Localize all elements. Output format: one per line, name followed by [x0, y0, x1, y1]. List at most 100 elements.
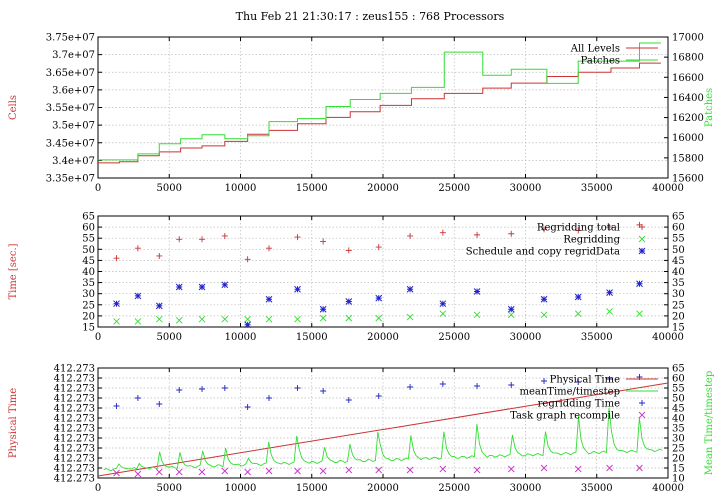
data-point — [134, 292, 142, 300]
x-tick-label: 0 — [95, 483, 101, 494]
series-line-patches — [98, 42, 661, 161]
y-tick-label: 50 — [82, 245, 95, 256]
data-point — [244, 256, 251, 263]
legend-entry: All Levels — [570, 44, 658, 55]
y2-tick-label: 20 — [672, 454, 685, 465]
legend-label: meanTime/timestep — [519, 387, 620, 398]
data-point — [221, 281, 229, 289]
legend-marker — [638, 247, 646, 255]
legend-label: Patches — [581, 56, 620, 67]
x-tick-label: 20000 — [367, 332, 399, 343]
y-tick-label: 3.6e+07 — [52, 85, 95, 96]
data-point — [244, 468, 251, 476]
data-point — [265, 295, 273, 303]
y-tick-label: 412.273 — [54, 374, 95, 385]
data-point — [221, 467, 229, 475]
chart-title: Thu Feb 21 21:30:17 : zeus155 : 768 Proc… — [236, 10, 505, 23]
y2-tick-label: 16000 — [672, 133, 704, 144]
data-point — [221, 385, 228, 391]
x-tick-label: 25000 — [438, 332, 470, 343]
y-tick-label: 40 — [82, 267, 95, 278]
data-point — [319, 467, 327, 475]
data-point — [345, 298, 353, 305]
data-point — [199, 236, 206, 243]
data-point — [606, 376, 613, 382]
data-point — [155, 315, 163, 323]
x-tick-label: 40000 — [652, 483, 684, 494]
y2-tick-label: 50 — [672, 394, 685, 405]
data-point — [439, 310, 447, 317]
data-point — [345, 397, 352, 403]
x-tick-label: 25000 — [438, 183, 470, 194]
data-point — [407, 384, 414, 390]
data-point — [507, 465, 515, 473]
legend-label: Physical Time — [550, 375, 620, 386]
y-tick-label: 3.7e+07 — [52, 50, 95, 61]
y2-tick-label: 25 — [672, 444, 685, 455]
data-point — [406, 285, 414, 293]
data-point — [407, 232, 414, 239]
data-point — [175, 283, 183, 291]
data-point — [294, 315, 301, 323]
y2-tick-label: 17000 — [672, 33, 704, 44]
y-tick-label: 25 — [82, 300, 95, 311]
x-tick-label: 10000 — [225, 183, 257, 194]
y2-tick-label: 10 — [672, 474, 685, 485]
y-tick-label: 30 — [82, 289, 95, 300]
y2-tick-label: 40 — [672, 414, 685, 425]
data-point — [439, 465, 447, 473]
x-tick-label: 10000 — [225, 483, 257, 494]
y2-tick-label: 35 — [672, 424, 685, 435]
data-point — [320, 388, 327, 394]
data-point — [406, 313, 414, 321]
data-point — [606, 308, 613, 315]
data-point — [266, 245, 272, 252]
y-tick-label: 412.273 — [54, 424, 95, 435]
x-tick-label: 5000 — [157, 332, 182, 343]
y-tick-label: 412.273 — [54, 364, 95, 375]
x-tick-label: 35000 — [581, 483, 613, 494]
x-tick-label: 40000 — [652, 183, 684, 194]
y-tick-label: 3.35e+07 — [46, 174, 95, 185]
y2-tick-label: 16200 — [672, 113, 704, 124]
x-tick-label: 15000 — [296, 483, 328, 494]
legend-marker — [638, 411, 646, 419]
y2-axis-label: Mean Time/timestep — [704, 371, 715, 475]
data-point — [345, 314, 353, 322]
x-tick-label: 5000 — [157, 183, 182, 194]
y2-tick-label: 30 — [672, 434, 685, 445]
data-point — [541, 378, 548, 384]
y-tick-label: 412.273 — [54, 394, 95, 405]
y-axis-label: Time [sec.] — [8, 243, 19, 299]
y-tick-label: 45 — [82, 256, 95, 267]
y-tick-label: 55 — [82, 234, 95, 245]
legend-marker — [639, 400, 645, 406]
y2-tick-label: 50 — [672, 245, 685, 256]
x-tick-label: 20000 — [367, 483, 399, 494]
legend-entry: meanTime/timestep — [519, 387, 658, 398]
data-point — [508, 382, 515, 388]
x-tick-label: 30000 — [510, 332, 542, 343]
data-point — [266, 395, 272, 401]
data-point — [319, 305, 327, 313]
data-point — [294, 234, 301, 241]
data-point — [375, 314, 383, 322]
y-tick-label: 15 — [82, 323, 95, 334]
y-tick-label: 35 — [82, 278, 95, 289]
legend-entry: Regridding — [563, 235, 620, 246]
x-tick-label: 30000 — [510, 183, 542, 194]
data-point — [540, 311, 548, 319]
data-point — [375, 294, 383, 302]
data-point — [155, 468, 163, 476]
data-point — [636, 464, 643, 472]
x-tick-label: 25000 — [438, 483, 470, 494]
legend-label: Regridding — [563, 235, 620, 246]
data-point — [113, 403, 120, 409]
data-point — [134, 245, 141, 252]
data-point — [606, 464, 613, 472]
data-point — [375, 466, 383, 474]
data-point — [134, 318, 142, 325]
